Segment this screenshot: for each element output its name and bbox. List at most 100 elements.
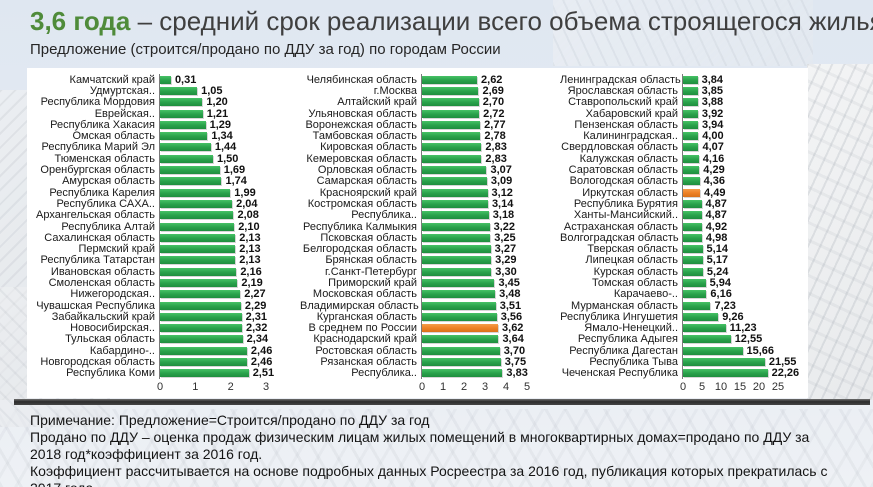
footnote-line-3: Коэффициент рассчитывается на основе под…	[30, 463, 828, 487]
region-label: Республика Карелия	[49, 186, 155, 199]
region-label: Удмуртская..	[89, 84, 155, 97]
region-label: Камчатский край	[69, 73, 155, 86]
chart-row: Республика Бурятия 4,87	[560, 198, 806, 210]
bar	[683, 290, 707, 299]
bar-track: 3,12	[421, 187, 527, 199]
bar-value: 2,31	[245, 310, 268, 323]
region-label: Самарская область	[316, 175, 417, 188]
bar-value: 3,85	[701, 84, 724, 97]
bar-track: 3,85	[682, 84, 778, 97]
bar	[160, 278, 238, 287]
axis-tick-label: 10	[714, 381, 728, 394]
bar-track: 3,30	[421, 266, 527, 278]
bar-track: 2,31	[159, 310, 268, 323]
bar	[683, 222, 702, 231]
bar-track: 3,70	[421, 345, 527, 357]
x-axis: 0 1 2 3	[27, 381, 300, 394]
region-label: Приморский край	[328, 277, 417, 289]
axis-tick-label: 15	[733, 381, 747, 394]
bar-track: 3,09	[421, 175, 527, 187]
region-label: Владимирская область	[300, 299, 419, 312]
chart-row: Чувашская Республика 2,29	[27, 300, 300, 312]
region-label: Воронежская область	[305, 118, 417, 131]
bar-value: 4,98	[705, 231, 728, 244]
bar-value: 3,48	[499, 288, 521, 301]
bar	[160, 290, 241, 299]
region-label: Иркутская область	[582, 186, 678, 199]
bar-track: 4,00	[682, 130, 778, 142]
bar-track: 3,75	[421, 356, 527, 368]
bar	[160, 199, 233, 208]
axis-tick-label: 5	[523, 381, 531, 394]
bar-value: 4,92	[705, 220, 728, 233]
building-photo-decor-right	[807, 64, 873, 400]
bar-track: 2,19	[159, 277, 266, 289]
region-label: Белгородская область	[302, 243, 417, 256]
region-label: Пензенская область	[574, 118, 678, 131]
region-label: Ивановская область	[50, 265, 155, 278]
bar	[160, 233, 236, 242]
region-label: Псковская область	[320, 231, 417, 244]
chart-row: Томская область 5,94	[560, 277, 806, 289]
region-label: Тверская область	[587, 243, 678, 256]
bar-track: 1,05	[159, 85, 266, 97]
region-label: Московская область	[312, 288, 417, 301]
chart-row: Республика Дагестан 15,66	[560, 345, 806, 357]
bar	[160, 120, 206, 129]
bar-value: 1,74	[225, 175, 247, 188]
bar	[422, 143, 482, 152]
region-label: Архангельская область	[36, 209, 155, 222]
chart-row: В среднем по России 3,62	[300, 322, 560, 335]
bar-track: 5,94	[682, 277, 778, 289]
bar-chart-column-1: Камчатский край 0,31 Удмуртская.. 1,05 Респу…	[27, 74, 300, 398]
chart-row: Новосибирская.. 2,32	[27, 322, 300, 335]
region-label: Тюменская область	[54, 152, 155, 165]
axis-spacer	[300, 381, 422, 394]
axis-tick-label: 2	[460, 381, 468, 394]
chart-row: Нижегородская.. 2,27	[27, 288, 300, 301]
bar-value: 2,08	[237, 209, 259, 222]
building-photo-decor-top	[553, 0, 813, 66]
bar-track: 9,26	[682, 311, 778, 323]
region-label: Рязанская область	[320, 356, 417, 369]
bar-track: 3,94	[682, 119, 778, 131]
bar-value: 4,16	[702, 152, 725, 165]
region-label: Карачаево-..	[613, 288, 678, 301]
region-label: Оренбургская область	[40, 164, 155, 177]
bar-track: 2,72	[421, 108, 527, 120]
region-label: Вологодская область	[569, 175, 678, 188]
chart-rows: Ленинградская область 3,84 Ярославская обл…	[560, 74, 806, 380]
chart-row: Сахалинская область 2,13	[27, 232, 300, 244]
bar	[683, 143, 699, 152]
bar-track: 3,84	[682, 74, 778, 86]
bar-track: 4,29	[682, 164, 778, 176]
region-label: Кемеровская область	[306, 152, 417, 165]
region-label: Чеченская Республика	[561, 367, 678, 380]
bar-value: 2,19	[241, 277, 263, 289]
bar-value: 1,20	[206, 96, 228, 109]
region-label: Ханты-Мансийский..	[573, 209, 678, 222]
axis-tick-label: 3	[262, 381, 270, 394]
bar-track: 3,62	[421, 322, 527, 334]
chart-row: Оренбургская область 1,69	[27, 164, 300, 177]
chart-row: г.Санкт-Петербург 3,30	[300, 266, 560, 278]
bar-track: 3,92	[682, 108, 778, 120]
header: 3,6 года – средний срок реализации всего…	[30, 6, 873, 58]
bar-track: 21,55	[682, 356, 796, 368]
bar	[422, 267, 492, 276]
bar-value: 3,18	[492, 209, 515, 222]
region-label: Новосибирская..	[70, 322, 155, 335]
chart-rows: Камчатский край 0,31 Удмуртская.. 1,05 Респу…	[27, 73, 300, 380]
chart-row: Амурская область 1,74	[27, 175, 300, 188]
bar-track: 2,10	[159, 221, 266, 233]
chart-row: Красноярский край 3,12	[300, 187, 560, 199]
bar-value: 3,25	[494, 231, 516, 244]
bar	[160, 312, 242, 321]
bar-value: 2,27	[244, 288, 266, 301]
bar-track: 2,32	[159, 322, 268, 335]
bar-track: 2,29	[159, 300, 266, 312]
bar-value: 6,16	[710, 288, 732, 301]
divider-line	[14, 399, 870, 405]
bar-value: 2,32	[245, 322, 268, 335]
region-label: В среднем по России	[308, 322, 417, 335]
